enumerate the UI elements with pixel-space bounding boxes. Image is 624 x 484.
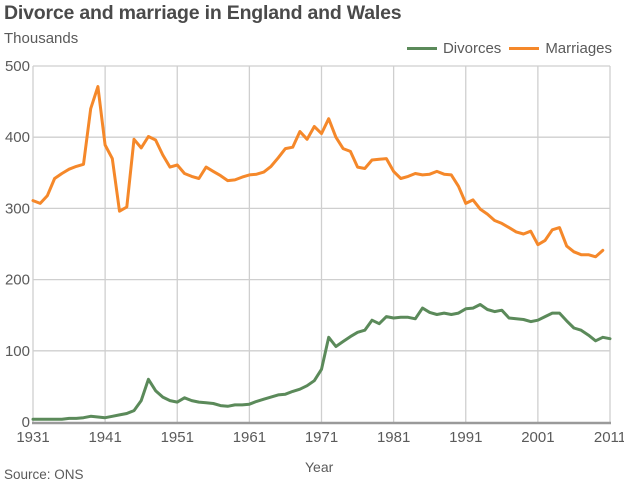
x-tick-label: 1951 xyxy=(161,429,194,446)
x-tick-label: 1971 xyxy=(305,429,338,446)
y-axis-units-label: Thousands xyxy=(4,30,79,47)
source-note: Source: ONS xyxy=(4,467,84,482)
x-axis-ticks: 1931 1941 1951 1961 1971 1981 1991 2001 2011 xyxy=(16,429,624,446)
x-tick-label: 1931 xyxy=(16,429,49,446)
y-tick-label: 400 xyxy=(5,129,30,146)
chart-legend: Divorces Marriages xyxy=(399,40,612,57)
chart-title: Divorce and marriage in England and Wale… xyxy=(4,2,402,24)
y-axis-ticks: 0 100 200 300 400 500 xyxy=(5,58,30,431)
y-tick-label: 300 xyxy=(5,200,30,217)
y-tick-label: 500 xyxy=(5,58,30,75)
x-tick-label: 1991 xyxy=(449,429,482,446)
x-tick-label: 2011 xyxy=(594,429,624,446)
chart-grid xyxy=(32,65,611,425)
y-tick-label: 200 xyxy=(5,272,30,289)
x-tick-label: 1981 xyxy=(377,429,410,446)
legend-label-divorces: Divorces xyxy=(442,40,502,57)
marriages-line xyxy=(31,85,605,259)
x-axis-label: Year xyxy=(305,459,334,475)
y-tick-label: 0 xyxy=(22,414,30,431)
x-tick-label: 1941 xyxy=(88,429,121,446)
y-tick-label: 100 xyxy=(5,343,30,360)
legend-item-marriages: Marriages xyxy=(509,40,612,57)
x-tick-label: 2001 xyxy=(521,429,554,446)
marriages-line-swatch-icon xyxy=(509,47,540,50)
divorces-line xyxy=(31,303,612,421)
legend-item-divorces: Divorces xyxy=(406,40,502,57)
x-tick-label: 1961 xyxy=(233,429,266,446)
chart-lines xyxy=(31,85,612,421)
divorces-line-swatch-icon xyxy=(406,47,437,50)
legend-label-marriages: Marriages xyxy=(545,40,612,57)
